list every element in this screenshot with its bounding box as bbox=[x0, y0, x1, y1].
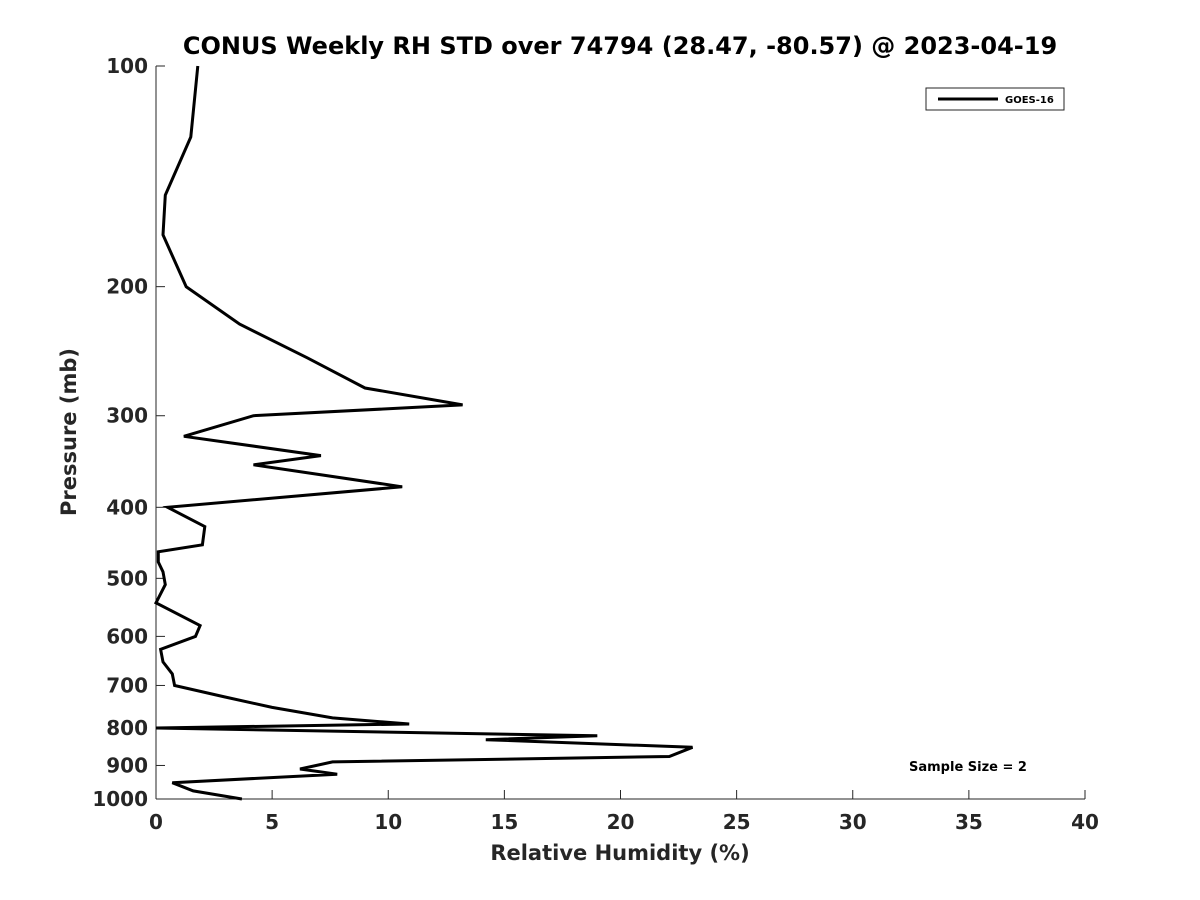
x-axis-ticks: 0 5 10 15 20 25 30 35 40 bbox=[149, 790, 1099, 834]
x-tick-label: 20 bbox=[607, 810, 635, 834]
x-tick-label: 25 bbox=[723, 810, 751, 834]
y-axis-ticks: 100 200 300 400 500 600 700 800 900 1000 bbox=[92, 54, 165, 811]
legend: GOES-16 bbox=[925, 87, 1065, 111]
x-tick-label: 10 bbox=[374, 810, 402, 834]
x-axis-label: Relative Humidity (%) bbox=[490, 841, 749, 865]
sample-size-annotation: Sample Size = 2 bbox=[909, 760, 1027, 775]
y-tick-label: 100 bbox=[106, 54, 148, 78]
y-tick-label: 900 bbox=[106, 753, 148, 777]
x-tick-label: 40 bbox=[1071, 810, 1099, 834]
legend-label-goes16: GOES-16 bbox=[1005, 95, 1054, 106]
x-tick-label: 30 bbox=[839, 810, 867, 834]
plot-area bbox=[156, 66, 1085, 799]
y-tick-label: 300 bbox=[106, 404, 148, 428]
y-tick-label: 600 bbox=[106, 624, 148, 648]
y-tick-label: 200 bbox=[106, 275, 148, 299]
y-tick-label: 800 bbox=[106, 716, 148, 740]
x-tick-label: 15 bbox=[490, 810, 518, 834]
chart-title: CONUS Weekly RH STD over 74794 (28.47, -… bbox=[183, 32, 1057, 60]
x-tick-label: 35 bbox=[955, 810, 983, 834]
y-tick-label: 1000 bbox=[92, 787, 148, 811]
y-tick-label: 700 bbox=[106, 673, 148, 697]
series-line-goes16 bbox=[153, 65, 694, 801]
y-tick-label: 500 bbox=[106, 566, 148, 590]
x-tick-label: 0 bbox=[149, 810, 163, 834]
x-tick-label: 5 bbox=[265, 810, 279, 834]
y-axis-label: Pressure (mb) bbox=[57, 348, 81, 516]
y-tick-label: 400 bbox=[106, 495, 148, 519]
